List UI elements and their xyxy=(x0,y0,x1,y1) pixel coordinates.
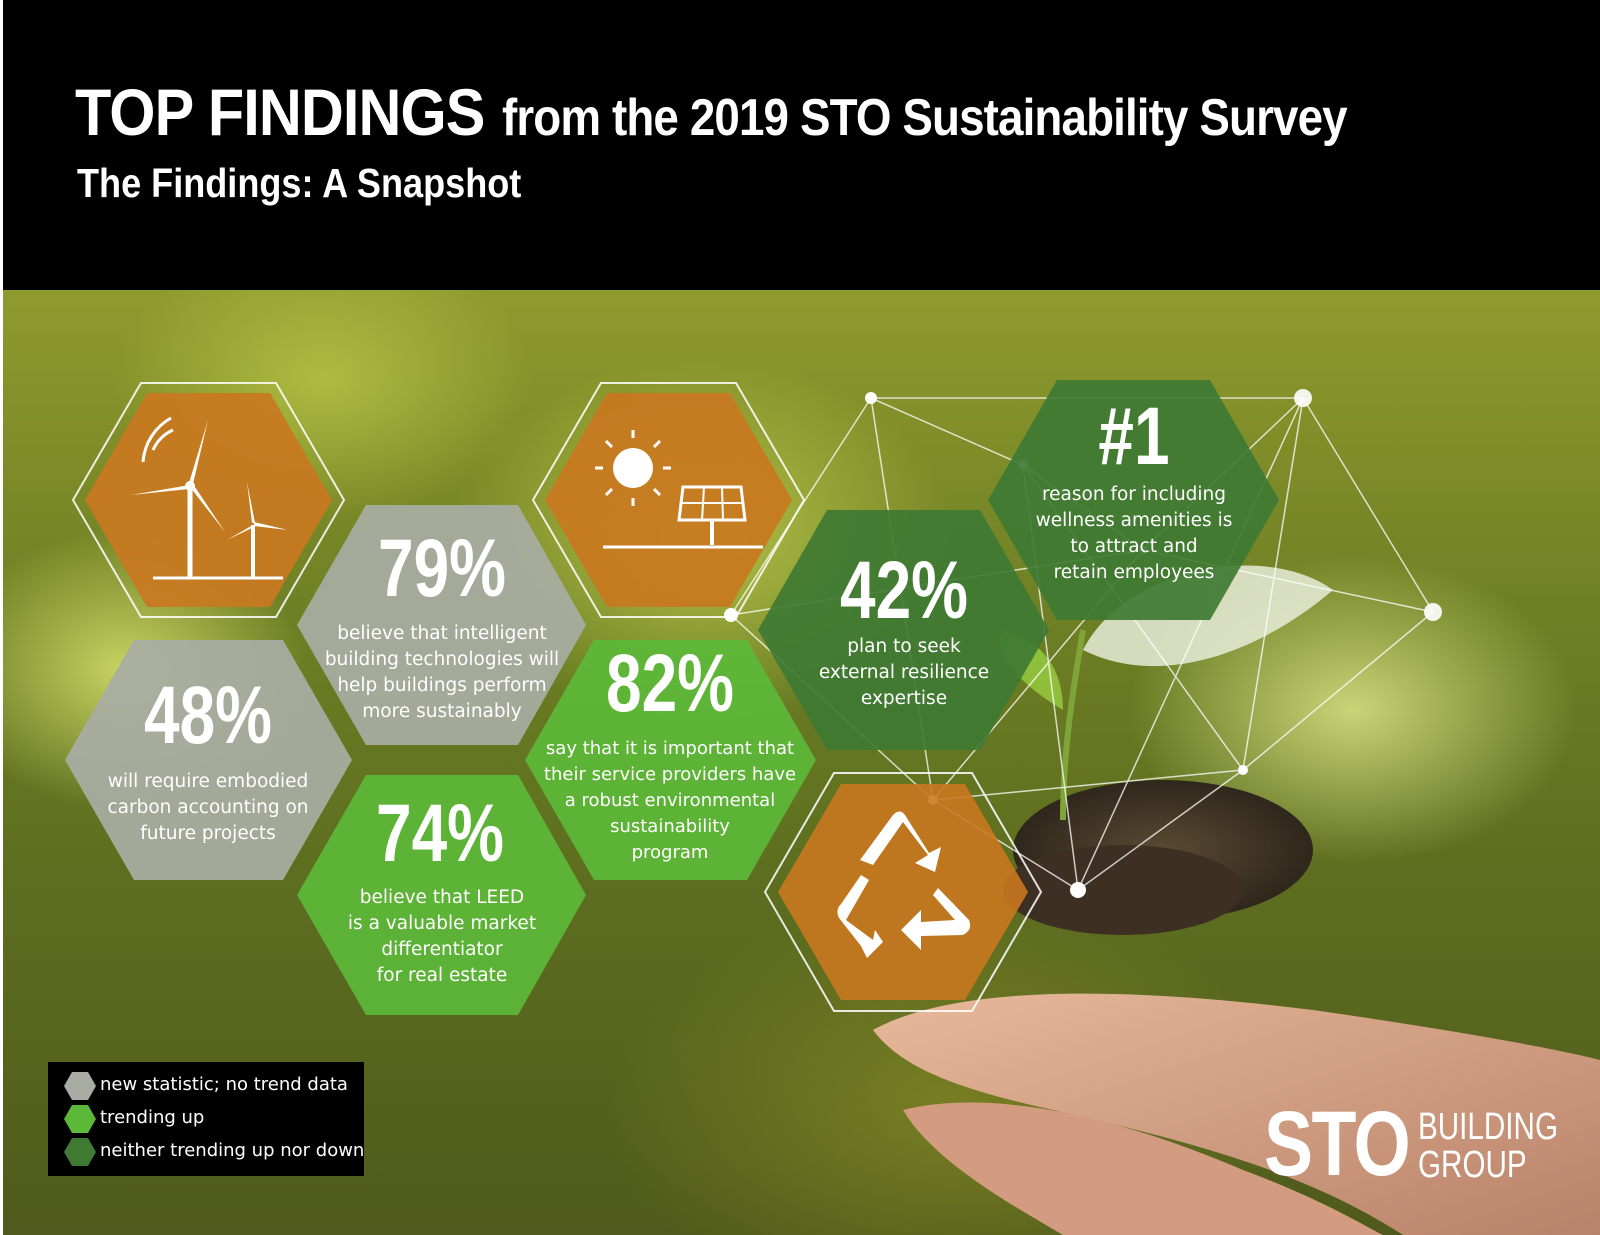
photo-scene xyxy=(65,380,1600,1235)
hex-42 xyxy=(758,510,1049,750)
stat-79-value: 79% xyxy=(377,523,507,614)
sun-solar-panel-icon xyxy=(595,430,763,549)
hex-recycle xyxy=(778,784,1028,1000)
hands xyxy=(873,993,1600,1235)
legend-label: neither trending up nor down xyxy=(100,1140,365,1161)
stat-1-line: retain employees xyxy=(1053,562,1215,583)
hex-solar xyxy=(545,393,792,607)
title-main: TOP FINDINGS xyxy=(75,75,485,149)
stat-1-desc: reason for including wellness amenities … xyxy=(1014,482,1254,586)
hex-solar-outline xyxy=(531,382,806,618)
stat-48-line: will require embodied xyxy=(107,771,309,792)
logo-mark: STO xyxy=(1264,1093,1411,1195)
stat-42-desc: plan to seek external resilience experti… xyxy=(794,634,1014,712)
stat-82-line: program xyxy=(631,842,709,863)
stat-82-line: their service providers have xyxy=(543,764,797,785)
hex-48 xyxy=(65,640,352,880)
stat-42-line: plan to seek xyxy=(847,636,961,657)
stat-48-value: 48% xyxy=(143,670,273,761)
stat-79-line: more sustainably xyxy=(362,701,522,722)
stat-74-desc: believe that LEED is a valuable market d… xyxy=(312,885,572,989)
stat-1-line: reason for including xyxy=(1041,484,1227,505)
logo-line-group: GROUP xyxy=(1418,1144,1527,1186)
legend-dark-green-hex-icon xyxy=(64,1138,96,1166)
page-title: TOP FINDINGS from the 2019 STO Sustainab… xyxy=(75,74,1462,150)
page-subtitle: The Findings: A Snapshot xyxy=(77,160,522,206)
legend-gray-hex-icon xyxy=(64,1072,96,1100)
stat-74-value: 74% xyxy=(375,788,505,879)
hex-82 xyxy=(525,640,816,880)
stat-82-value: 82% xyxy=(605,638,735,729)
stat-82-line: a robust environmental xyxy=(564,790,776,811)
stat-82-line: sustainability xyxy=(610,816,730,837)
header-banner: TOP FINDINGS from the 2019 STO Sustainab… xyxy=(3,0,1600,290)
hex-79 xyxy=(297,505,586,745)
stat-1-value: #1 xyxy=(1098,391,1170,482)
stat-79-line: believe that intelligent xyxy=(337,623,547,644)
legend: new statistic; no trend data trending up… xyxy=(48,1062,364,1176)
wind-turbine-icon xyxy=(131,416,288,580)
stat-48-desc: will require embodied carbon accounting … xyxy=(88,769,328,847)
sprout-stem xyxy=(1060,629,1086,821)
stat-1-line: wellness amenities is xyxy=(1035,510,1233,531)
legend-label: trending up xyxy=(100,1107,205,1128)
legend-item-up: trending up xyxy=(64,1103,364,1133)
stat-42-line: expertise xyxy=(860,688,948,709)
stat-1-line: to attract and xyxy=(1070,536,1198,557)
hex-1 xyxy=(988,380,1279,620)
stat-82-line: say that it is important that xyxy=(545,738,795,759)
stat-79-line: building technologies will xyxy=(324,649,560,670)
legend-label: new statistic; no trend data xyxy=(100,1074,348,1095)
stat-48-line: carbon accounting on xyxy=(107,797,309,818)
stat-74-line: is a valuable market xyxy=(347,913,537,934)
legend-bright-green-hex-icon xyxy=(64,1105,96,1133)
stat-48-line: future projects xyxy=(140,823,276,844)
stat-79-line: help buildings perform xyxy=(337,675,547,696)
logo-line-building: BUILDING xyxy=(1418,1106,1558,1148)
stat-74-line: differentiator xyxy=(381,939,503,960)
recycle-icon xyxy=(837,811,971,958)
stat-74-line: for real estate xyxy=(376,965,508,986)
legend-item-new: new statistic; no trend data xyxy=(64,1070,364,1100)
hex-74 xyxy=(297,775,586,1015)
hex-recycle-outline xyxy=(763,772,1043,1012)
legend-item-flat: neither trending up nor down xyxy=(64,1136,364,1166)
background-photo: 79% believe that intelligent building te… xyxy=(3,290,1600,1235)
title-rest: from the 2019 STO Sustainability Survey xyxy=(502,89,1348,147)
stat-79-desc: believe that intelligent building techno… xyxy=(312,621,572,725)
stat-82-desc: say that it is important that their serv… xyxy=(535,736,805,866)
stat-42-value: 42% xyxy=(839,545,969,636)
hex-wind-outline xyxy=(71,382,346,618)
hex-wind xyxy=(85,393,332,607)
stat-74-line: believe that LEED xyxy=(359,887,525,908)
stat-42-line: external resilience xyxy=(818,662,990,683)
